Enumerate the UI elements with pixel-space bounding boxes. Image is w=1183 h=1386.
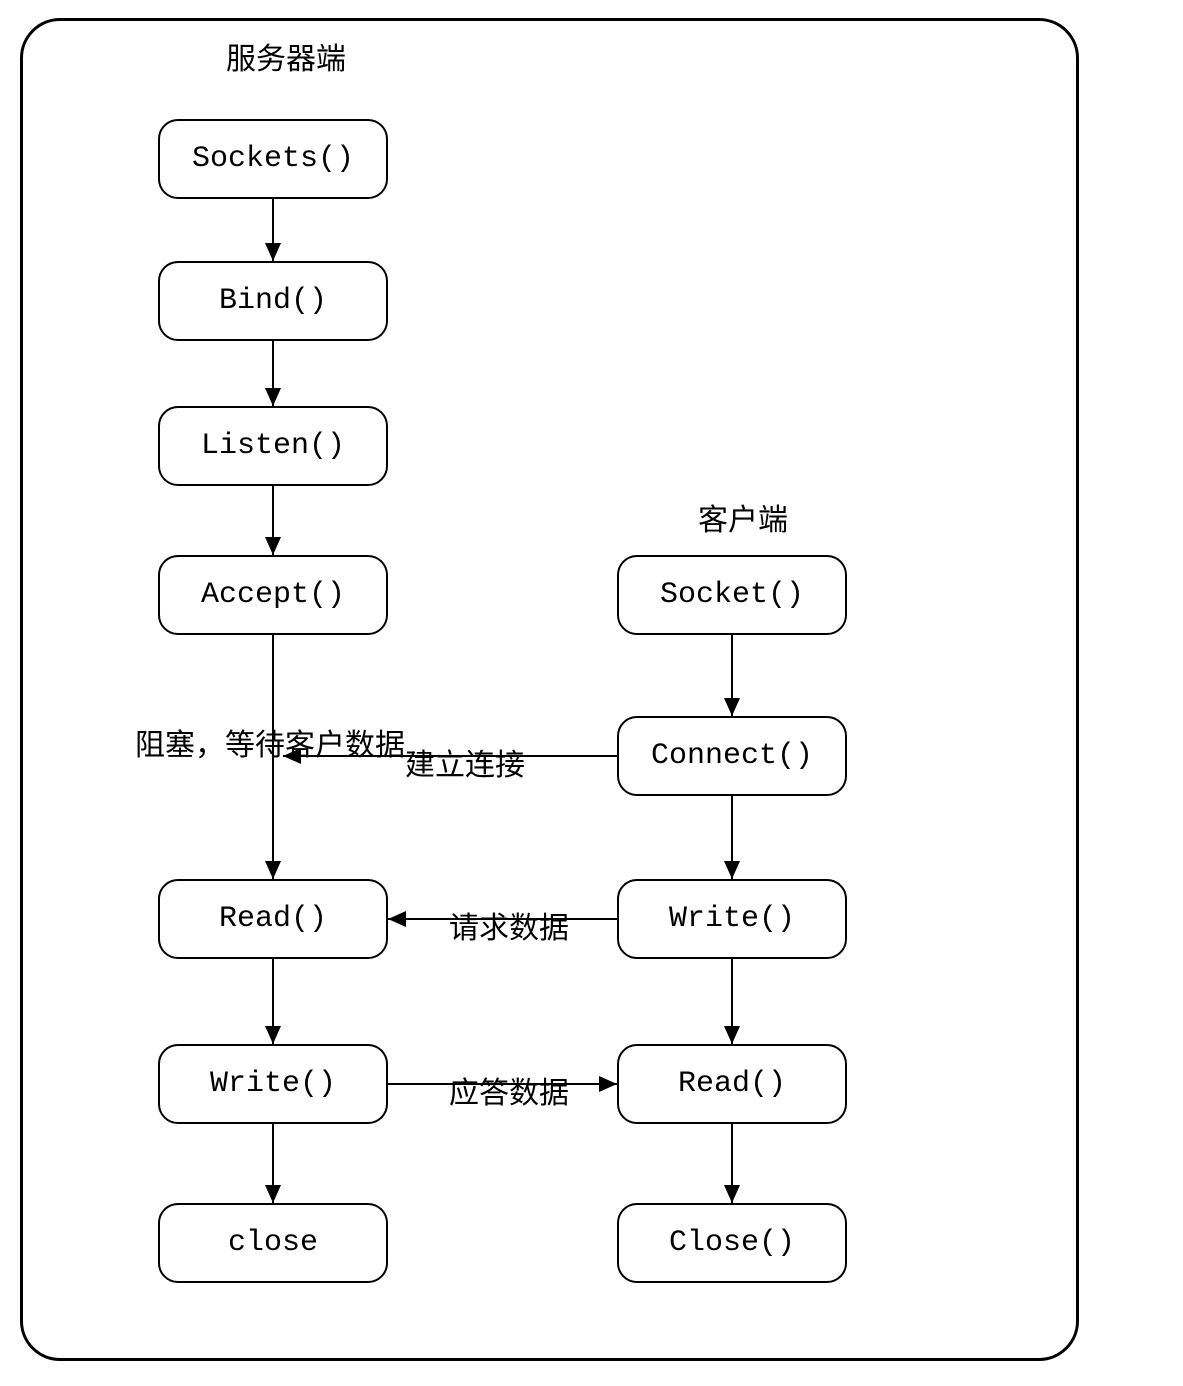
node-label: Listen() (201, 429, 345, 463)
outer-frame (20, 18, 1079, 1361)
label-connect: 建立连接 (405, 740, 525, 784)
node-client-read: Read() (617, 1044, 847, 1124)
node-label: Write() (210, 1067, 336, 1101)
label-request: 请求数据 (449, 903, 569, 947)
node-label: close (228, 1226, 318, 1260)
node-client-write: Write() (617, 879, 847, 959)
node-client-close: Close() (617, 1203, 847, 1283)
node-label: Connect() (651, 739, 813, 773)
node-label: Close() (669, 1226, 795, 1260)
node-server-accept: Accept() (158, 555, 388, 635)
node-server-socket: Sockets() (158, 119, 388, 199)
node-server-read: Read() (158, 879, 388, 959)
node-label: Read() (678, 1067, 786, 1101)
label-block: 阻塞，等待客户数据 (135, 720, 405, 764)
node-label: Read() (219, 902, 327, 936)
node-server-bind: Bind() (158, 261, 388, 341)
node-client-socket: Socket() (617, 555, 847, 635)
node-server-close: close (158, 1203, 388, 1283)
server-title: 服务器端 (226, 34, 346, 78)
node-label: Write() (669, 902, 795, 936)
node-label: Socket() (660, 578, 804, 612)
diagram-canvas: 服务器端 客户端 Sockets() Bind() Listen() Accep… (0, 0, 1183, 1386)
client-title: 客户端 (698, 495, 788, 539)
node-server-listen: Listen() (158, 406, 388, 486)
node-label: Accept() (201, 578, 345, 612)
node-server-write: Write() (158, 1044, 388, 1124)
node-label: Sockets() (192, 142, 354, 176)
node-label: Bind() (219, 284, 327, 318)
node-client-connect: Connect() (617, 716, 847, 796)
label-response: 应答数据 (449, 1068, 569, 1112)
